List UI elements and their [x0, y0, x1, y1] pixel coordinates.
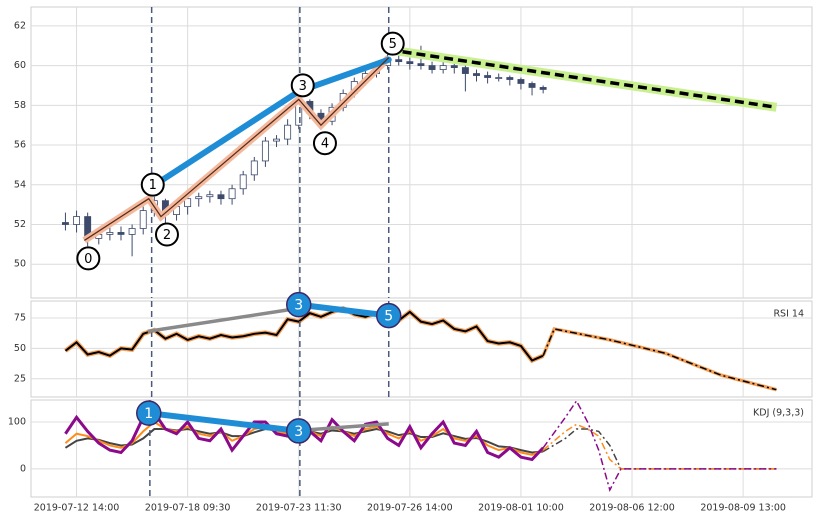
- y-tick-label: 60: [14, 60, 26, 71]
- candle-body: [117, 232, 125, 235]
- x-tick-label: 2019-07-12 14:00: [34, 503, 120, 514]
- wave-circle: [154, 222, 179, 247]
- wave-label: 0: [84, 252, 92, 267]
- y-tick-label: 58: [14, 100, 26, 111]
- divergence-line: [147, 306, 300, 334]
- x-tick-label: 2019-08-09 13:00: [700, 503, 786, 514]
- candle-body: [284, 124, 292, 140]
- y-tick-label: 56: [14, 140, 26, 151]
- pivot-circle: [136, 400, 162, 426]
- divergence-line: [298, 422, 389, 433]
- candle-body: [439, 65, 447, 70]
- candle-body: [395, 59, 403, 63]
- pivot-circle: [285, 291, 312, 318]
- candle-body: [128, 228, 136, 235]
- panel: [30, 300, 813, 398]
- y-tick-label: 100: [8, 417, 26, 428]
- candle-body: [528, 83, 536, 88]
- candle-body: [184, 198, 192, 208]
- candle-body: [228, 188, 236, 200]
- panel-label: KDJ (9,3,3): [753, 408, 804, 419]
- candle-body: [239, 174, 247, 190]
- pivot-circle: [375, 302, 402, 329]
- line: [64, 307, 544, 362]
- candle-body: [106, 232, 114, 235]
- wave-label: 4: [321, 137, 329, 152]
- pivot-circle: [285, 418, 312, 444]
- candle-body: [273, 138, 280, 142]
- candle-body: [61, 222, 69, 225]
- x-tick-label: 2019-07-18 09:30: [145, 503, 231, 514]
- candle-body: [261, 140, 269, 162]
- y-tick-label: 52: [14, 219, 26, 230]
- wave-label: 5: [389, 37, 397, 52]
- x-tick-label: 2019-07-26 14:00: [367, 503, 453, 514]
- x-tick-label: 2019-07-23 11:30: [256, 503, 342, 514]
- wave-label: 3: [299, 79, 307, 94]
- candle-body: [517, 79, 525, 84]
- x-tick-label: 2019-08-06 12:00: [589, 503, 675, 514]
- y-tick-label: 50: [14, 343, 26, 354]
- candle-body: [406, 61, 414, 65]
- y-tick-label: 62: [14, 20, 26, 31]
- forecast-line: [542, 328, 777, 391]
- forecast-line: [542, 423, 777, 470]
- candle-body: [539, 87, 547, 90]
- x-tick-label: 2019-08-01 10:00: [478, 503, 564, 514]
- candle-body: [484, 75, 492, 78]
- y-tick-label: 50: [14, 259, 26, 270]
- wave-circle: [140, 172, 165, 197]
- candle-body: [473, 73, 480, 76]
- candle-body: [250, 160, 258, 176]
- candle-body: [495, 77, 503, 79]
- forecast-line: [542, 399, 777, 492]
- wave-circle: [76, 246, 101, 271]
- panel-label: RSI 14: [773, 309, 804, 320]
- pivot-label: 1: [144, 406, 153, 422]
- forecast-line: [388, 47, 777, 110]
- wave-line: [83, 57, 390, 241]
- candle-body: [139, 210, 147, 229]
- candle-body: [428, 65, 436, 70]
- pivot-line: [148, 410, 300, 434]
- wave-circle: [380, 31, 405, 56]
- wave-label: 2: [163, 228, 171, 243]
- candle-body: [417, 63, 425, 66]
- candle-body: [461, 67, 469, 74]
- wave-label: 1: [149, 178, 157, 193]
- candle-body: [195, 196, 203, 200]
- y-tick-label: 54: [14, 179, 26, 190]
- y-tick-label: 25: [14, 373, 26, 384]
- pivot-label: 5: [384, 309, 393, 325]
- candle-body: [73, 216, 81, 225]
- wave-circle: [312, 131, 337, 156]
- y-tick-label: 75: [14, 313, 26, 324]
- pivot-label: 3: [294, 298, 303, 314]
- candle-body: [506, 77, 514, 80]
- candle-body: [217, 194, 225, 200]
- candle-body: [450, 65, 458, 68]
- candle-body: [206, 194, 214, 198]
- wave-circle: [290, 73, 315, 98]
- y-tick-label: 0: [20, 463, 26, 474]
- pivot-label: 3: [294, 424, 303, 440]
- pivot-line: [298, 301, 390, 319]
